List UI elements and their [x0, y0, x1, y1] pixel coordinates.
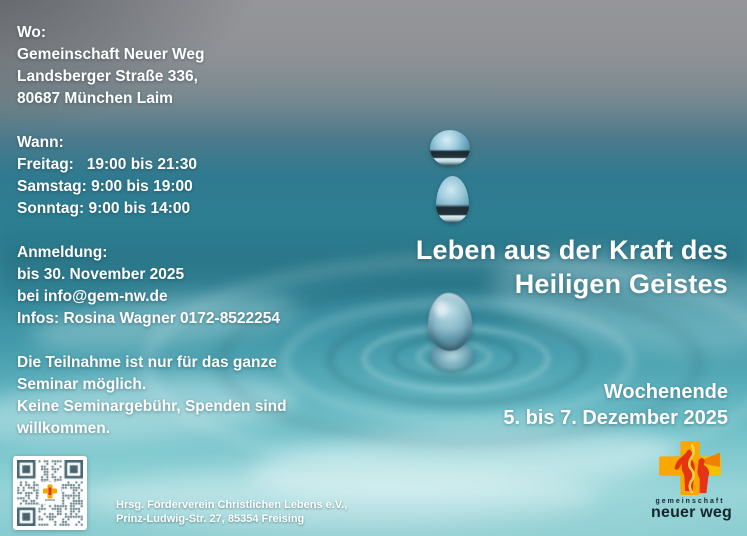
event-date-line1: Wochenende — [603, 381, 728, 403]
event-date: Wochenende 5. bis 7. Dezember 2025 — [503, 379, 728, 431]
ripple-ring — [217, 280, 703, 446]
where-line: Gemeinschaft Neuer Weg — [17, 46, 205, 63]
registration-line: bis 30. November 2025 — [17, 266, 185, 283]
water-light-streak — [80, 468, 600, 526]
participation-line: willkommen. — [17, 420, 111, 437]
brand-cross-icon — [659, 441, 721, 495]
when-label: Wann: — [17, 134, 64, 151]
event-title-line1: Leben aus der Kraft des — [415, 235, 728, 265]
event-title: Leben aus der Kraft des Heiligen Geistes — [416, 233, 728, 301]
where-line: Landsberger Straße 336, — [17, 68, 198, 85]
participation-line: Seminar möglich. — [17, 376, 147, 393]
registration-label: Anmeldung: — [17, 244, 108, 261]
brand-logo: gemeinschaft neuer weg — [651, 441, 732, 521]
where-label: Wo: — [17, 24, 46, 41]
info-column: Wo: Gemeinschaft Neuer Weg Landsberger S… — [17, 22, 377, 462]
publisher-info: Hrsg. Förderverein Christlichen Lebens e… — [116, 498, 347, 526]
event-title-line2: Heiligen Geistes — [514, 269, 728, 299]
falling-water-drop-1 — [430, 130, 470, 166]
when-line: Samstag: 9:00 bis 19:00 — [17, 178, 193, 195]
when-line: Freitag: 19:00 bis 21:30 — [17, 156, 198, 173]
event-date-line2: 5. bis 7. Dezember 2025 — [503, 407, 728, 429]
qr-code — [13, 456, 87, 530]
publisher-line1: Hrsg. Förderverein Christlichen Lebens e… — [116, 499, 348, 511]
participation-block: Die Teilnahme ist nur für das ganze Semi… — [17, 352, 377, 440]
when-line: Sonntag: 9:00 bis 14:00 — [17, 200, 191, 217]
publisher-line2: Prinz-Ludwig-Str. 27, 85354 Freising — [116, 513, 305, 525]
when-block: Wann: Freitag: 19:00 bis 21:30 Samstag: … — [17, 132, 377, 220]
registration-block: Anmeldung: bis 30. November 2025 bei inf… — [17, 242, 377, 330]
participation-line: Keine Seminargebühr, Spenden sind — [17, 398, 287, 415]
falling-water-drop-2 — [436, 176, 469, 223]
brand-name-bottom: neuer weg — [651, 504, 732, 521]
brand-name-top: gemeinschaft — [655, 498, 725, 505]
where-block: Wo: Gemeinschaft Neuer Weg Landsberger S… — [17, 22, 377, 110]
where-line: 80687 München Laim — [17, 90, 173, 107]
splash-rebound-drop — [428, 293, 472, 351]
registration-line: bei info@gem-nw.de — [17, 288, 168, 305]
registration-line: Infos: Rosina Wagner 0172-8522254 — [17, 310, 281, 327]
ripple-ring — [142, 255, 747, 475]
qr-center-cross-icon — [41, 484, 59, 502]
participation-line: Die Teilnahme ist nur für das ganze — [17, 354, 277, 371]
